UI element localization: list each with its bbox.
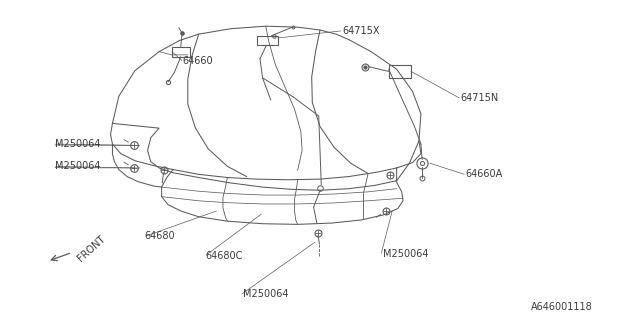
Text: 64715X: 64715X <box>342 26 380 36</box>
Bar <box>172 47 189 57</box>
Text: 64715N: 64715N <box>461 93 499 103</box>
Text: 64680: 64680 <box>145 231 175 242</box>
Text: M250064: M250064 <box>55 161 100 172</box>
Text: A646001118: A646001118 <box>531 301 593 312</box>
Text: M250064: M250064 <box>383 249 428 259</box>
Text: 64680C: 64680C <box>205 251 243 260</box>
Bar <box>257 36 278 45</box>
Text: 64660: 64660 <box>182 56 213 66</box>
Text: FRONT: FRONT <box>76 234 108 263</box>
Text: M250064: M250064 <box>243 290 289 300</box>
Text: M250064: M250064 <box>55 139 100 149</box>
Text: 64660A: 64660A <box>466 169 503 179</box>
Bar <box>388 65 411 78</box>
